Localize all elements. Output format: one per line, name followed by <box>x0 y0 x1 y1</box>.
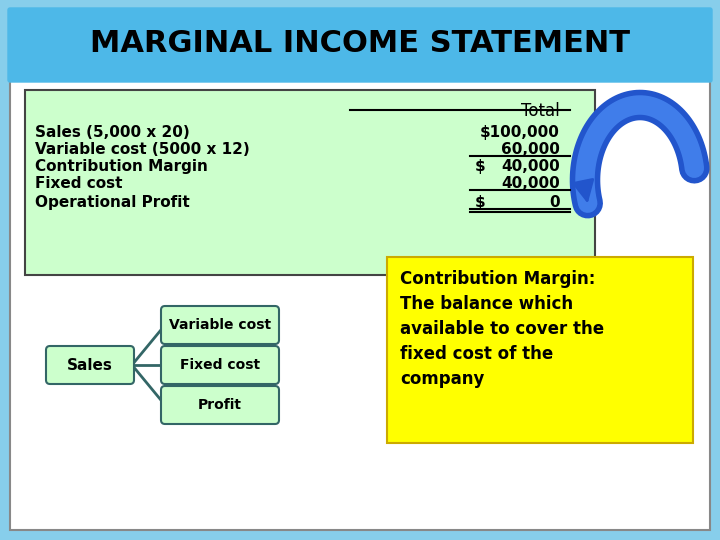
FancyBboxPatch shape <box>161 306 279 344</box>
Text: Total: Total <box>521 102 560 120</box>
Text: Variable cost (5000 x 12): Variable cost (5000 x 12) <box>35 142 250 157</box>
FancyBboxPatch shape <box>161 386 279 424</box>
Text: Contribution Margin:
The balance which
available to cover the
fixed cost of the
: Contribution Margin: The balance which a… <box>400 270 604 388</box>
FancyBboxPatch shape <box>387 257 693 443</box>
Text: 0: 0 <box>549 195 560 210</box>
Text: Fixed cost: Fixed cost <box>180 358 260 372</box>
FancyBboxPatch shape <box>25 90 595 275</box>
Text: 60,000: 60,000 <box>501 142 560 157</box>
Text: $: $ <box>475 195 491 210</box>
FancyBboxPatch shape <box>161 346 279 384</box>
Text: $100,000: $100,000 <box>480 125 560 140</box>
Text: 40,000: 40,000 <box>501 159 560 174</box>
Text: Profit: Profit <box>198 398 242 412</box>
Text: Fixed cost: Fixed cost <box>35 176 122 191</box>
FancyBboxPatch shape <box>10 80 710 530</box>
FancyBboxPatch shape <box>46 346 134 384</box>
Text: Variable cost: Variable cost <box>169 318 271 332</box>
Text: Operational Profit: Operational Profit <box>35 195 190 210</box>
Text: Sales (5,000 x 20): Sales (5,000 x 20) <box>35 125 190 140</box>
Text: 40,000: 40,000 <box>501 176 560 191</box>
FancyBboxPatch shape <box>8 8 712 82</box>
Text: MARGINAL INCOME STATEMENT: MARGINAL INCOME STATEMENT <box>90 29 630 57</box>
Text: $: $ <box>475 159 491 174</box>
Text: Sales: Sales <box>67 357 113 373</box>
Text: Contribution Margin: Contribution Margin <box>35 159 208 174</box>
